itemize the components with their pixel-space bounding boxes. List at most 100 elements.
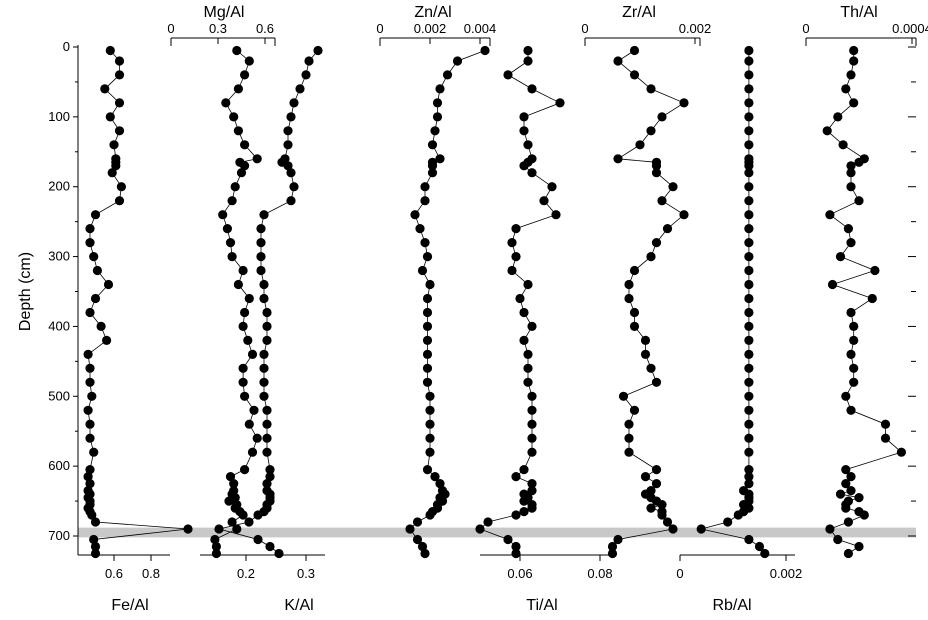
th-al-point (846, 70, 856, 80)
ti-al-point (519, 496, 529, 506)
ti-al-point (527, 419, 537, 429)
zr-al-point (640, 472, 651, 482)
th-al-point (846, 238, 856, 248)
mg-al-point (236, 168, 247, 178)
zn-al-point (452, 56, 463, 66)
zr-al-point (651, 168, 662, 178)
k-al-point (286, 196, 296, 206)
fe-al-point (111, 161, 121, 171)
zn-al-point (427, 168, 438, 178)
zn-al-point (420, 548, 430, 559)
fe-al-point (116, 182, 126, 192)
th-al-point (833, 112, 843, 122)
mg-al-point (240, 140, 250, 150)
fe-al-series-line (87, 50, 189, 554)
mg-al-point (240, 465, 250, 475)
th-al-point (896, 447, 907, 457)
rb-al-point (744, 112, 754, 122)
zn-al-point (427, 161, 438, 171)
k-al-point (313, 45, 323, 56)
th-al-point (841, 84, 851, 94)
zn-al-point (430, 472, 440, 482)
ti-al-point (507, 238, 517, 248)
zr-al-point (657, 112, 667, 122)
fe-al-point (114, 56, 125, 66)
zr-al-point (613, 154, 623, 164)
mg-al-point (252, 154, 262, 164)
zn-al-point (425, 510, 435, 520)
th-al-point (849, 377, 859, 387)
mg-al-point (233, 126, 243, 136)
th-al-point (849, 335, 859, 345)
th-al-point (843, 224, 854, 234)
fe-al-point (85, 238, 95, 248)
th-al-point (846, 486, 856, 496)
th-al-point (849, 363, 859, 373)
ti-al-point (539, 196, 549, 206)
zr-al-point (607, 541, 618, 552)
zn-al-point (435, 84, 445, 94)
k-al-point (256, 224, 266, 234)
k-al-tick-label: 0.2 (237, 566, 255, 581)
th-al-point (841, 391, 851, 401)
mg-al-point (211, 541, 221, 552)
rb-al-point (754, 541, 765, 552)
mg-al-point (227, 517, 237, 527)
zr-al-point (607, 548, 618, 559)
ti-al-point (507, 265, 517, 276)
rb-al-point (744, 293, 754, 304)
zn-al-point (442, 70, 453, 80)
fe-al-point (85, 363, 95, 373)
ti-al-point (523, 45, 533, 56)
zn-al-tick-label: 0.004 (464, 21, 497, 36)
rb-al-tick-label: 0 (676, 566, 683, 581)
fe-al-point (114, 70, 125, 80)
rb-al-point (744, 196, 754, 206)
fe-al-point (90, 293, 101, 304)
th-al-point (870, 265, 880, 276)
zr-al-point (624, 433, 634, 443)
ti-al-point (547, 182, 557, 192)
fe-al-point (85, 433, 95, 443)
zr-al-point (646, 252, 656, 262)
mg-al-point (227, 196, 237, 206)
fe-al-tick-label: 0.8 (142, 566, 160, 581)
k-al-point (262, 335, 272, 345)
rb-al-point (744, 479, 754, 489)
zr-al-point (629, 321, 640, 331)
zr-al-point (651, 377, 662, 387)
th-al-point (838, 140, 848, 150)
rb-al-point (744, 391, 754, 401)
rb-al-point (744, 238, 754, 248)
ti-al-point (511, 224, 521, 234)
th-al-point (880, 419, 891, 429)
rb-al-point (744, 182, 754, 192)
mg-al-point (244, 419, 254, 429)
th-al-point (825, 210, 835, 220)
rb-al-point (744, 321, 754, 331)
th-al-point (835, 489, 846, 499)
mg-al-point (230, 182, 240, 192)
mg-al-point (240, 307, 250, 318)
th-al-point (867, 293, 877, 304)
zr-al-tick-label: 0.002 (679, 21, 712, 36)
th-al-point (841, 465, 851, 475)
zn-al-point (410, 210, 420, 220)
rb-al-point (744, 252, 754, 262)
zr-al-point (624, 279, 634, 290)
mg-al-point (222, 224, 232, 234)
th-al-point (827, 279, 838, 290)
mg-al-point (238, 265, 248, 276)
ti-al-point (527, 503, 537, 513)
zn-al-point (480, 45, 490, 56)
zr-al-point (668, 182, 678, 192)
zr-al-point (629, 45, 640, 56)
th-al-point (835, 252, 846, 262)
zr-al-point (651, 161, 662, 171)
mg-al-point (225, 472, 236, 482)
ti-al-point (527, 447, 537, 457)
ti-al-point (551, 210, 561, 220)
k-al-point (259, 279, 269, 290)
fe-al-point (85, 465, 95, 475)
fe-al-point (100, 84, 110, 94)
